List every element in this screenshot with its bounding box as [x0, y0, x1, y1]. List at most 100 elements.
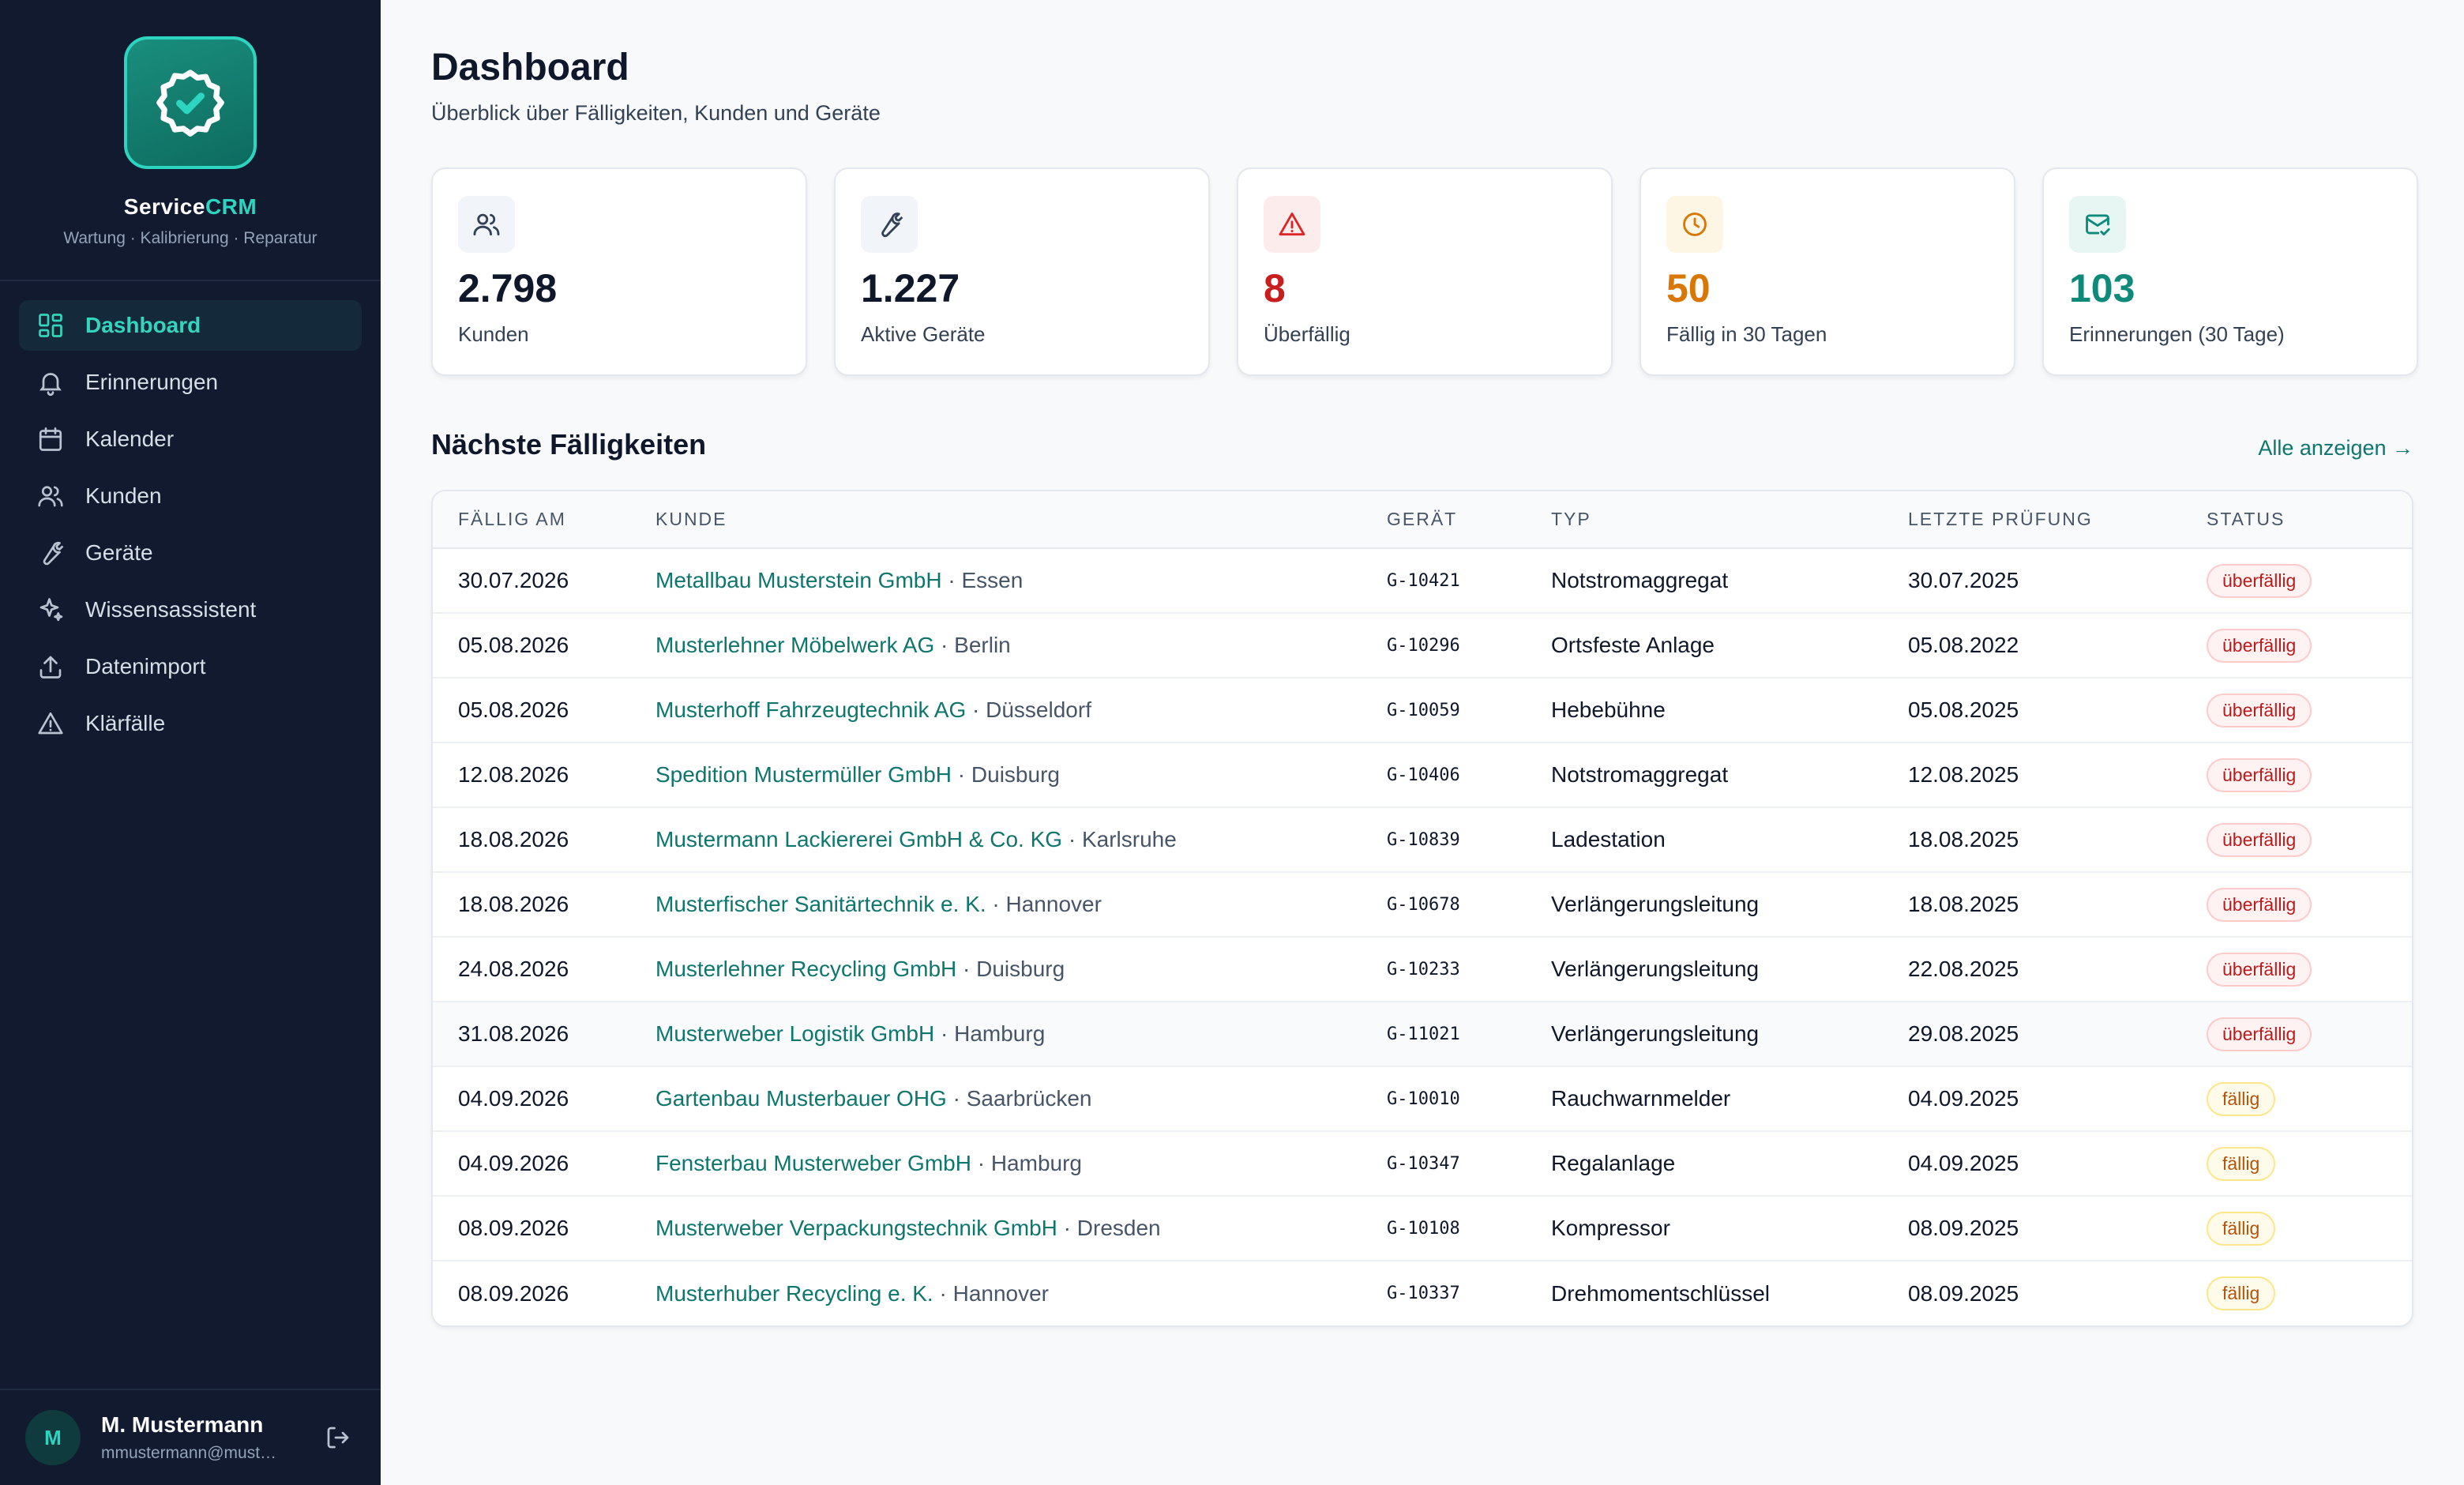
device-type: Ortsfeste Anlage [1551, 633, 1715, 657]
stat-value: 8 [1264, 266, 1286, 310]
status-cell: überfällig [2207, 548, 2412, 613]
device-id: G-10059 [1387, 700, 1460, 720]
section-title: Nächste Fälligkeiten [431, 428, 707, 461]
last-inspection: 12.08.2025 [1908, 762, 2019, 787]
table-row[interactable]: 24.08.2026 Musterlehner Recycling GmbH · … [433, 937, 2412, 1002]
device-type: Verlängerungsleitung [1551, 957, 1760, 981]
customer-link[interactable]: Musterhuber Recycling e. K. [655, 1280, 933, 1306]
stat-card-faellig-30[interactable]: 50 Fällig in 30 Tagen [1640, 167, 2015, 376]
sidebar-item-erinnerungen[interactable]: Erinnerungen [19, 357, 362, 408]
customer-cell: Musterhoff Fahrzeugtechnik AG · Düsseldo… [655, 678, 1387, 742]
sidebar-item-dashboard[interactable]: Dashboard [19, 300, 362, 351]
device-type: Notstromaggregat [1551, 762, 1729, 787]
due-date: 08.09.2026 [458, 1280, 569, 1306]
sidebar-item-kunden[interactable]: Kunden [19, 471, 362, 521]
table-row[interactable]: 08.09.2026 Musterweber Verpackungstechnik… [433, 1196, 2412, 1261]
device-id: G-10233 [1387, 959, 1460, 979]
table-row[interactable]: 30.07.2026 Metallbau Musterstein GmbH · E… [433, 548, 2412, 613]
customer-link[interactable]: Musterweber Logistik GmbH [655, 1021, 935, 1046]
customer-link[interactable]: Metallbau Musterstein GmbH [655, 568, 942, 592]
customer-city: · Karlsruhe [1062, 827, 1177, 852]
stat-card-erinnerungen[interactable]: 103 Erinnerungen (30 Tage) [2042, 167, 2418, 376]
wrench-icon [861, 196, 918, 253]
customer-link[interactable]: Musterlehner Recycling GmbH [655, 957, 957, 981]
customer-link[interactable]: Mustermann Lackiererei GmbH & Co. KG [655, 827, 1063, 852]
customer-link[interactable]: Gartenbau Musterbauer OHG [655, 1086, 947, 1111]
customer-link[interactable]: Musterweber Verpackungstechnik GmbH [655, 1216, 1057, 1240]
customer-city: · Düsseldorf [966, 697, 1091, 722]
stat-card-kunden[interactable]: 2.798 Kunden [431, 167, 807, 376]
device-id: G-11021 [1387, 1024, 1460, 1044]
device-type: Regalanlage [1551, 1151, 1676, 1175]
sidebar-item-klaerfaelle[interactable]: Klärfälle [19, 698, 362, 749]
column-header[interactable]: GERÄT [1387, 491, 1551, 549]
table-row[interactable]: 05.08.2026 Musterhoff Fahrzeugtechnik AG … [433, 678, 2412, 742]
customer-cell: Musterlehner Recycling GmbH · Duisburg [655, 937, 1387, 1002]
sidebar-item-datenimport[interactable]: Datenimport [19, 641, 362, 692]
device-id: G-10296 [1387, 635, 1460, 656]
column-header[interactable]: FÄLLIG AM [433, 491, 655, 549]
sidebar-item-label: Datenimport [85, 654, 206, 679]
device-type: Ladestation [1551, 827, 1666, 852]
table-row[interactable]: 04.09.2026 Fensterbau Musterweber GmbH · … [433, 1131, 2412, 1196]
column-header[interactable]: STATUS [2207, 491, 2412, 549]
logout-icon[interactable] [324, 1423, 352, 1452]
last-inspection: 08.09.2025 [1908, 1216, 2019, 1240]
status-cell: überfällig [2207, 742, 2412, 807]
user-email: mmustermann@must… [101, 1444, 277, 1462]
user-footer: M M. Mustermann mmustermann@must… [0, 1389, 381, 1485]
sidebar-item-geraete[interactable]: Geräte [19, 528, 362, 578]
status-badge: fällig [2207, 1211, 2276, 1246]
customer-link[interactable]: Musterfischer Sanitärtechnik e. K. [655, 892, 986, 916]
due-date: 30.07.2026 [458, 568, 569, 592]
table-row[interactable]: 12.08.2026 Spedition Mustermüller GmbH · … [433, 742, 2412, 807]
status-badge: überfällig [2207, 822, 2312, 857]
customer-link[interactable]: Musterhoff Fahrzeugtechnik AG [655, 697, 967, 722]
stat-value: 1.227 [861, 266, 960, 310]
customer-cell: Musterlehner Möbelwerk AG · Berlin [655, 613, 1387, 678]
status-cell: fällig [2207, 1066, 2412, 1131]
sidebar-item-label: Dashboard [85, 313, 201, 337]
device-id: G-10421 [1387, 570, 1460, 591]
table-row[interactable]: 08.09.2026 Musterhuber Recycling e. K. · … [433, 1261, 2412, 1325]
due-date: 12.08.2026 [458, 762, 569, 787]
main-content: Dashboard Überblick über Fälligkeiten, K… [381, 0, 2464, 1485]
user-info: M. Mustermann mmustermann@must… [101, 1412, 291, 1463]
table-row[interactable]: 18.08.2026 Mustermann Lackiererei GmbH & … [433, 807, 2412, 872]
customer-cell: Metallbau Musterstein GmbH · Essen [655, 548, 1387, 613]
customer-city: · Berlin [934, 633, 1011, 657]
table-row[interactable]: 18.08.2026 Musterfischer Sanitärtechnik e… [433, 872, 2412, 937]
show-all-link[interactable]: Alle anzeigen → [2258, 436, 2413, 460]
device-type: Rauchwarnmelder [1551, 1086, 1731, 1111]
stat-value: 2.798 [458, 266, 558, 310]
status-badge: fällig [2207, 1276, 2276, 1310]
table-row[interactable]: 04.09.2026 Gartenbau Musterbauer OHG · Sa… [433, 1066, 2412, 1131]
customer-link[interactable]: Fensterbau Musterweber GmbH [655, 1151, 971, 1175]
logo-badge-icon[interactable] [124, 36, 257, 169]
stats-row: 2.798 Kunden 1.227 Aktive Geräte 8 Überf… [431, 167, 2418, 376]
stat-card-geraete[interactable]: 1.227 Aktive Geräte [834, 167, 1210, 376]
status-badge: überfällig [2207, 952, 2312, 987]
status-cell: fällig [2207, 1261, 2412, 1325]
sidebar-item-label: Erinnerungen [85, 370, 219, 394]
column-header[interactable]: KUNDE [655, 491, 1387, 549]
status-badge: fällig [2207, 1081, 2276, 1116]
avatar[interactable]: M [25, 1410, 81, 1465]
status-cell: überfällig [2207, 678, 2412, 742]
due-date: 18.08.2026 [458, 892, 569, 916]
stat-label: Fällig in 30 Tagen [1666, 322, 1827, 346]
customer-link[interactable]: Spedition Mustermüller GmbH [655, 762, 952, 787]
column-header[interactable]: LETZTE PRÜFUNG [1908, 491, 2207, 549]
due-date: 08.09.2026 [458, 1216, 569, 1240]
table-row[interactable]: 05.08.2026 Musterlehner Möbelwerk AG · Be… [433, 613, 2412, 678]
customer-link[interactable]: Musterlehner Möbelwerk AG [655, 633, 935, 657]
stat-label: Erinnerungen (30 Tage) [2069, 322, 2285, 346]
customer-city: · Hannover [986, 892, 1102, 916]
column-header[interactable]: TYP [1551, 491, 1908, 549]
user-name: M. Mustermann [101, 1412, 264, 1437]
sidebar-item-kalender[interactable]: Kalender [19, 414, 362, 464]
sidebar-item-wissensassistent[interactable]: Wissensassistent [19, 585, 362, 635]
table-row[interactable]: 31.08.2026 Musterweber Logistik GmbH · Ha… [433, 1002, 2412, 1066]
due-date: 18.08.2026 [458, 827, 569, 852]
stat-card-ueberfaellig[interactable]: 8 Überfällig [1237, 167, 1613, 376]
